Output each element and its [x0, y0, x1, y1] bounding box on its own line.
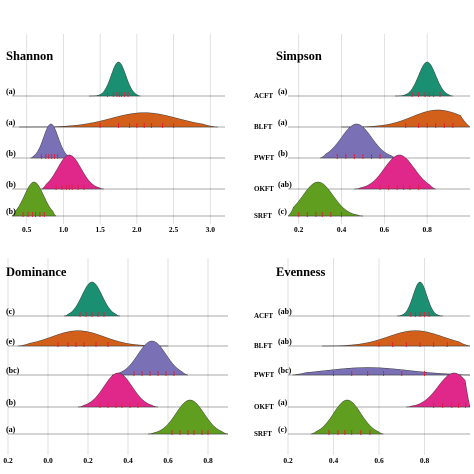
significance-letter: (a) [278, 118, 288, 127]
x-tick-label: 0.2 [83, 456, 93, 465]
significance-letter: (ab) [278, 307, 292, 316]
x-tick-label: 0.6 [380, 225, 390, 234]
x-tick-label: 0.6 [163, 456, 173, 465]
x-tick-label: 0.0 [43, 456, 53, 465]
x-tick-label: 0.6 [374, 456, 384, 465]
significance-letter: (b) [6, 207, 16, 216]
ridge-srft: (c) SRFT [254, 399, 470, 438]
x-tick-label: 2.5 [169, 225, 179, 234]
x-tick-label: 1.0 [59, 225, 69, 234]
ridge-blft: (a) BLFT [254, 109, 471, 131]
panel-dominance: Dominance 0.2 0.0 0.2 0.4 0.6 0.8 (c) (e) (bc) (b)… [3, 258, 229, 465]
density-ridge [292, 367, 471, 376]
significance-letter: (bc) [278, 366, 292, 375]
ridge-pwft: (b) [6, 123, 225, 159]
density-ridge [41, 154, 104, 190]
significance-letter: (a) [278, 398, 288, 407]
panel-title: Dominance [6, 265, 67, 279]
group-name-label: SRFT [254, 212, 272, 220]
ridge-blft: (ab) BLFT [254, 330, 471, 350]
density-ridge [310, 399, 384, 435]
significance-letter: (b) [6, 180, 16, 189]
x-tick-label: 0.4 [329, 456, 339, 465]
x-tick-label: 0.8 [203, 456, 213, 465]
panel-title: Evenness [276, 265, 325, 279]
x-tick-label: 0.2 [3, 456, 13, 465]
panel-title: Shannon [6, 49, 53, 63]
group-name-label: PWFT [254, 154, 275, 162]
density-ridge [30, 123, 71, 159]
ridge-srft: (c) SRFT [254, 181, 470, 220]
significance-letter: (bc) [6, 366, 20, 375]
ridge-okft: (b) [6, 154, 225, 190]
density-ridge [397, 281, 443, 317]
density-ridge [322, 330, 471, 347]
significance-letter: (a) [6, 118, 16, 127]
ridge-acft: (c) [6, 281, 228, 317]
ridge-srft: (a) [6, 399, 229, 435]
density-ridge [354, 154, 436, 190]
x-tick-label: 0.5 [22, 225, 32, 234]
ridge-acft: (a) [6, 61, 225, 97]
x-tick-label: 2.0 [132, 225, 142, 234]
group-name-label: ACFT [254, 92, 273, 100]
group-name-label: BLFT [254, 342, 273, 350]
ridge-okft: (a) OKFT [254, 372, 471, 411]
x-tick-label: 0.8 [422, 225, 432, 234]
ridge-pwft: (b)PWFT [254, 123, 470, 162]
significance-letter: (a) [6, 87, 16, 96]
density-ridge [341, 109, 471, 128]
x-tick-label: 0.2 [283, 456, 293, 465]
density-ridge [320, 123, 398, 159]
significance-letter: (ab) [278, 180, 292, 189]
panel-title: Simpson [276, 49, 322, 63]
group-name-label: OKFT [254, 403, 274, 411]
group-name-label: BLFT [254, 123, 273, 131]
significance-letter: (a) [6, 425, 16, 434]
significance-letter: (e) [6, 337, 15, 346]
significance-letter: (c) [6, 307, 15, 316]
x-tick-label: 1.5 [95, 225, 105, 234]
x-tick-label: 0.4 [337, 225, 347, 234]
significance-letter: (b) [6, 398, 16, 407]
density-ridge [11, 181, 57, 217]
x-tick-label: 0.4 [123, 456, 133, 465]
density-ridge [111, 340, 189, 376]
density-ridge [77, 372, 159, 408]
ridge-blft: (e) [6, 330, 228, 347]
density-ridge [395, 61, 453, 97]
x-tick-label: 0.8 [420, 456, 430, 465]
panel-evenness: Evenness 0.2 0.4 0.6 0.8 (ab) ACFT (ab) BLFT (bc)… [254, 258, 471, 465]
density-ridge [287, 181, 363, 217]
significance-letter: (ab) [278, 337, 292, 346]
density-ridge [147, 399, 229, 435]
group-name-label: ACFT [254, 312, 273, 320]
significance-letter: (c) [278, 425, 287, 434]
significance-letter: (b) [278, 149, 288, 158]
group-name-label: PWFT [254, 371, 275, 379]
x-tick-label: 0.2 [294, 225, 304, 234]
x-tick-label: 3.0 [206, 225, 216, 234]
group-name-label: OKFT [254, 185, 274, 193]
ridge-srft: (b) [6, 181, 225, 217]
significance-letter: (a) [278, 87, 288, 96]
group-name-label: SRFT [254, 430, 272, 438]
ridge-acft: (a) ACFT [254, 61, 470, 100]
ridge-pwft: (bc)PWFT [254, 366, 471, 379]
density-ridge [406, 372, 471, 408]
panel-shannon: Shannon 0.5 1.0 1.5 2.0 2.5 3.0 (a) (a) (b) (b) (b) [6, 34, 225, 234]
density-ridge [63, 281, 121, 317]
density-ridge [89, 61, 141, 97]
significance-letter: (b) [6, 149, 16, 158]
significance-letter: (c) [278, 207, 287, 216]
ridge-acft: (ab) ACFT [254, 281, 470, 320]
